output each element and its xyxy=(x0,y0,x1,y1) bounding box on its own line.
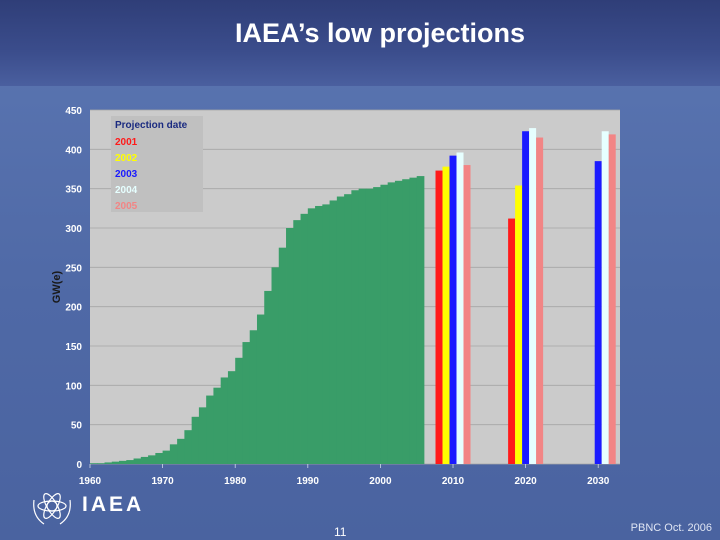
historical-bar xyxy=(351,190,360,464)
historical-bar xyxy=(90,463,98,464)
historical-bar xyxy=(380,184,389,464)
historical-bar xyxy=(162,450,171,464)
x-tick-label: 2000 xyxy=(369,476,392,487)
x-tick-label: 1960 xyxy=(79,476,102,487)
chart: 0 50 100 150 200 250 300 350 400 450 1960 1970 1980 1… xyxy=(0,96,720,496)
historical-bar xyxy=(365,188,374,464)
projection-bar xyxy=(435,170,443,464)
projection-bar xyxy=(601,131,609,465)
historical-bar xyxy=(278,247,287,464)
y-tick-label: 350 xyxy=(65,185,82,196)
y-tick-label: 50 xyxy=(71,421,83,432)
historical-bar xyxy=(286,228,294,464)
x-tick-label: 1980 xyxy=(224,476,247,487)
historical-bar xyxy=(235,357,243,464)
historical-bar xyxy=(264,290,272,464)
y-tick-label: 400 xyxy=(65,145,82,156)
historical-bar xyxy=(387,182,396,464)
x-tick-label: 2010 xyxy=(442,476,465,487)
historical-bar xyxy=(373,187,381,464)
y-tick-label: 0 xyxy=(76,460,82,471)
chart-svg: 0 50 100 150 200 250 300 350 400 450 1960 1970 1980 1… xyxy=(51,106,620,487)
historical-bar xyxy=(315,205,323,464)
legend-entry: 2003 xyxy=(115,169,138,180)
legend-entry: 2002 xyxy=(115,153,138,164)
historical-bar xyxy=(213,387,222,464)
slide-title: IAEA’s low projections xyxy=(234,18,526,48)
historical-bar xyxy=(402,179,410,464)
historical-bar xyxy=(227,371,236,464)
legend-box xyxy=(111,116,203,212)
historical-bar xyxy=(198,407,207,464)
title-band xyxy=(0,0,720,86)
historical-bar xyxy=(416,176,425,464)
historical-bar xyxy=(169,444,178,464)
historical-bar xyxy=(177,438,185,464)
historical-bar xyxy=(220,377,229,464)
historical-bar xyxy=(191,416,200,464)
iaea-logo-icon xyxy=(33,493,71,525)
projection-bar xyxy=(536,137,544,464)
logo-text: IAEA xyxy=(82,493,145,516)
historical-bar xyxy=(256,314,265,464)
legend-title: Projection date xyxy=(115,120,188,131)
historical-bar xyxy=(119,460,127,464)
projection-bar xyxy=(594,161,602,464)
historical-bar xyxy=(155,452,164,464)
historical-bar xyxy=(140,456,149,464)
historical-bar xyxy=(126,460,134,464)
projection-bar xyxy=(522,131,530,465)
historical-bar xyxy=(307,208,316,464)
historical-bar xyxy=(409,177,418,465)
historical-bar xyxy=(358,188,367,464)
projection-bar xyxy=(515,185,523,464)
page-number: 11 xyxy=(334,525,347,539)
legend-entry: 2001 xyxy=(115,137,138,148)
historical-bar xyxy=(242,342,251,464)
historical-bar xyxy=(111,461,120,464)
historical-bar xyxy=(148,455,156,464)
projection-bar xyxy=(508,218,516,464)
y-tick-label: 450 xyxy=(65,106,82,117)
x-tick-label: 2030 xyxy=(587,476,610,487)
historical-bar xyxy=(104,462,113,464)
x-tick-label: 1990 xyxy=(297,476,320,487)
projection-bar xyxy=(608,134,616,464)
x-tick-label: 2020 xyxy=(514,476,537,487)
historical-bar xyxy=(249,330,258,464)
projection-bar xyxy=(456,152,464,465)
projection-bar xyxy=(449,155,457,465)
historical-bar xyxy=(293,220,301,464)
y-tick-label: 150 xyxy=(65,342,82,353)
projection-bar xyxy=(463,165,471,465)
historical-bar xyxy=(336,196,345,464)
y-tick-label: 100 xyxy=(65,381,82,392)
historical-bar xyxy=(271,267,280,464)
legend: Projection date 2001 2002 2003 2004 2005 xyxy=(111,116,203,212)
historical-bar xyxy=(394,180,403,465)
legend-entry: 2004 xyxy=(115,185,138,196)
legend-entry: 2005 xyxy=(115,201,138,212)
x-tick-label: 1970 xyxy=(151,476,174,487)
historical-bar xyxy=(329,200,338,464)
projection-bar xyxy=(529,128,537,465)
footer-text: PBNC Oct. 2006 xyxy=(630,522,712,534)
historical-bar xyxy=(344,194,352,464)
historical-bar xyxy=(184,430,193,464)
y-tick-label: 300 xyxy=(65,224,82,235)
historical-bar xyxy=(133,458,142,464)
y-axis-label: GW(e) xyxy=(51,270,63,303)
historical-bar xyxy=(322,204,330,464)
historical-bar xyxy=(300,213,309,464)
y-tick-label: 200 xyxy=(65,303,82,314)
y-tick-label: 250 xyxy=(65,263,82,274)
projection-bar xyxy=(442,166,450,464)
historical-bar xyxy=(97,463,105,464)
historical-bar xyxy=(206,395,214,464)
